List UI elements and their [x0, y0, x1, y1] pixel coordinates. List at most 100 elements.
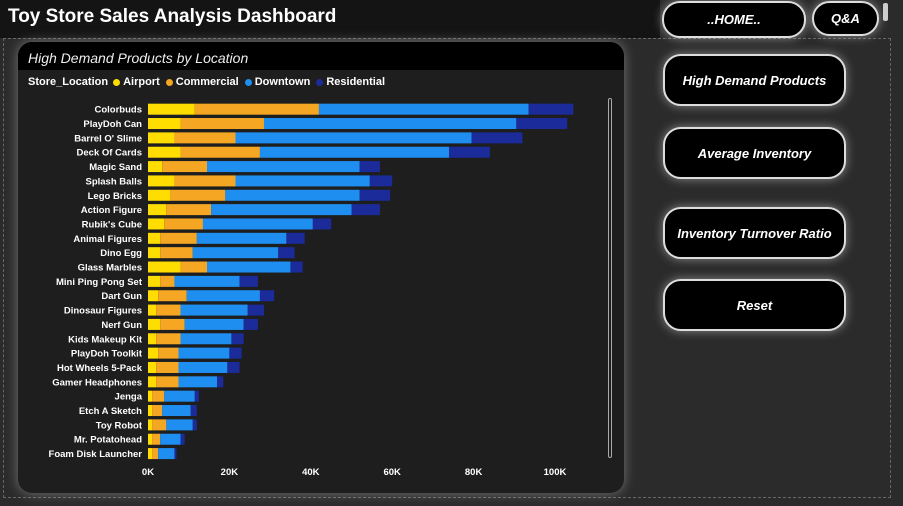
bar-commercial[interactable] [158, 290, 187, 302]
bar-commercial[interactable] [174, 175, 236, 187]
bar-residential[interactable] [449, 146, 490, 158]
bar-commercial[interactable] [174, 132, 236, 144]
bar-airport[interactable] [148, 318, 161, 330]
bar-downtown[interactable] [174, 275, 240, 287]
bar-downtown[interactable] [259, 146, 450, 158]
bar-airport[interactable] [148, 275, 161, 287]
bar-commercial[interactable] [194, 103, 319, 115]
bar-airport[interactable] [148, 103, 195, 115]
bar-airport[interactable] [148, 405, 153, 417]
page-scrollbar[interactable] [883, 3, 888, 21]
bar-commercial[interactable] [160, 247, 193, 259]
bar-residential[interactable] [286, 232, 305, 244]
bar-airport[interactable] [148, 118, 181, 130]
bar-residential[interactable] [194, 390, 199, 402]
bar-residential[interactable] [190, 405, 197, 417]
bar-airport[interactable] [148, 304, 157, 316]
bar-airport[interactable] [148, 361, 157, 373]
bar-residential[interactable] [239, 275, 258, 287]
bar-residential[interactable] [369, 175, 393, 187]
reset-button[interactable]: Reset [663, 279, 846, 331]
bar-downtown[interactable] [164, 390, 195, 402]
bar-commercial[interactable] [158, 347, 179, 359]
bar-airport[interactable] [148, 132, 175, 144]
legend-item-commercial[interactable]: Commercial [165, 76, 239, 88]
bar-commercial[interactable] [152, 433, 161, 445]
bar-airport[interactable] [148, 232, 161, 244]
bar-airport[interactable] [148, 347, 159, 359]
bar-downtown[interactable] [207, 161, 360, 173]
bar-residential[interactable] [312, 218, 332, 230]
bar-residential[interactable] [528, 103, 574, 115]
bar-commercial[interactable] [180, 118, 264, 130]
bar-airport[interactable] [148, 376, 157, 388]
bar-residential[interactable] [471, 132, 523, 144]
bar-residential[interactable] [227, 361, 240, 373]
bar-airport[interactable] [148, 333, 157, 345]
legend-item-airport[interactable]: Airport [113, 76, 160, 88]
bar-commercial[interactable] [156, 304, 181, 316]
bar-downtown[interactable] [180, 304, 248, 316]
bar-residential[interactable] [217, 376, 224, 388]
bar-downtown[interactable] [263, 118, 517, 130]
bar-commercial[interactable] [162, 161, 208, 173]
bar-airport[interactable] [148, 290, 159, 302]
bar-residential[interactable] [192, 419, 197, 431]
bar-commercial[interactable] [152, 419, 167, 431]
bar-residential[interactable] [174, 448, 177, 460]
bar-residential[interactable] [290, 261, 303, 273]
bar-downtown[interactable] [211, 204, 352, 216]
bar-airport[interactable] [148, 146, 181, 158]
bar-commercial[interactable] [156, 376, 179, 388]
bar-commercial[interactable] [180, 146, 260, 158]
bar-airport[interactable] [148, 161, 163, 173]
bar-airport[interactable] [148, 390, 153, 402]
bar-downtown[interactable] [235, 175, 370, 187]
bar-residential[interactable] [359, 189, 391, 201]
bar-airport[interactable] [148, 448, 153, 460]
bar-commercial[interactable] [180, 261, 208, 273]
bar-commercial[interactable] [156, 361, 179, 373]
bar-commercial[interactable] [152, 448, 159, 460]
high-demand-products-button[interactable]: High Demand Products [663, 54, 846, 106]
bar-commercial[interactable] [160, 232, 197, 244]
bar-downtown[interactable] [196, 232, 287, 244]
bar-residential[interactable] [180, 433, 185, 445]
bar-downtown[interactable] [178, 361, 228, 373]
bar-residential[interactable] [516, 118, 568, 130]
bar-downtown[interactable] [186, 290, 260, 302]
bar-residential[interactable] [259, 290, 275, 302]
bar-downtown[interactable] [202, 218, 313, 230]
bar-commercial[interactable] [166, 204, 212, 216]
bar-residential[interactable] [243, 318, 258, 330]
bar-residential[interactable] [359, 161, 380, 173]
bar-residential[interactable] [231, 333, 244, 345]
bar-airport[interactable] [148, 218, 165, 230]
bar-downtown[interactable] [158, 448, 175, 460]
bar-downtown[interactable] [180, 333, 232, 345]
bar-downtown[interactable] [178, 347, 230, 359]
legend-item-residential[interactable]: Residential [316, 76, 385, 88]
bar-commercial[interactable] [160, 318, 185, 330]
bar-downtown[interactable] [207, 261, 291, 273]
bar-downtown[interactable] [178, 376, 218, 388]
chart-scrollbar[interactable] [608, 98, 612, 458]
bar-residential[interactable] [247, 304, 264, 316]
bar-commercial[interactable] [156, 333, 181, 345]
bar-commercial[interactable] [152, 390, 165, 402]
bar-residential[interactable] [229, 347, 242, 359]
bar-airport[interactable] [148, 433, 153, 445]
bar-airport[interactable] [148, 261, 181, 273]
bar-commercial[interactable] [160, 275, 175, 287]
legend-item-downtown[interactable]: Downtown [244, 76, 310, 88]
bar-downtown[interactable] [225, 189, 360, 201]
average-inventory-button[interactable]: Average Inventory [663, 127, 846, 179]
bar-downtown[interactable] [235, 132, 472, 144]
bar-commercial[interactable] [164, 218, 203, 230]
bar-downtown[interactable] [318, 103, 529, 115]
bar-downtown[interactable] [192, 247, 279, 259]
qa-button[interactable]: Q&A [812, 1, 879, 36]
bar-commercial[interactable] [170, 189, 226, 201]
bar-downtown[interactable] [166, 419, 193, 431]
bar-airport[interactable] [148, 175, 175, 187]
